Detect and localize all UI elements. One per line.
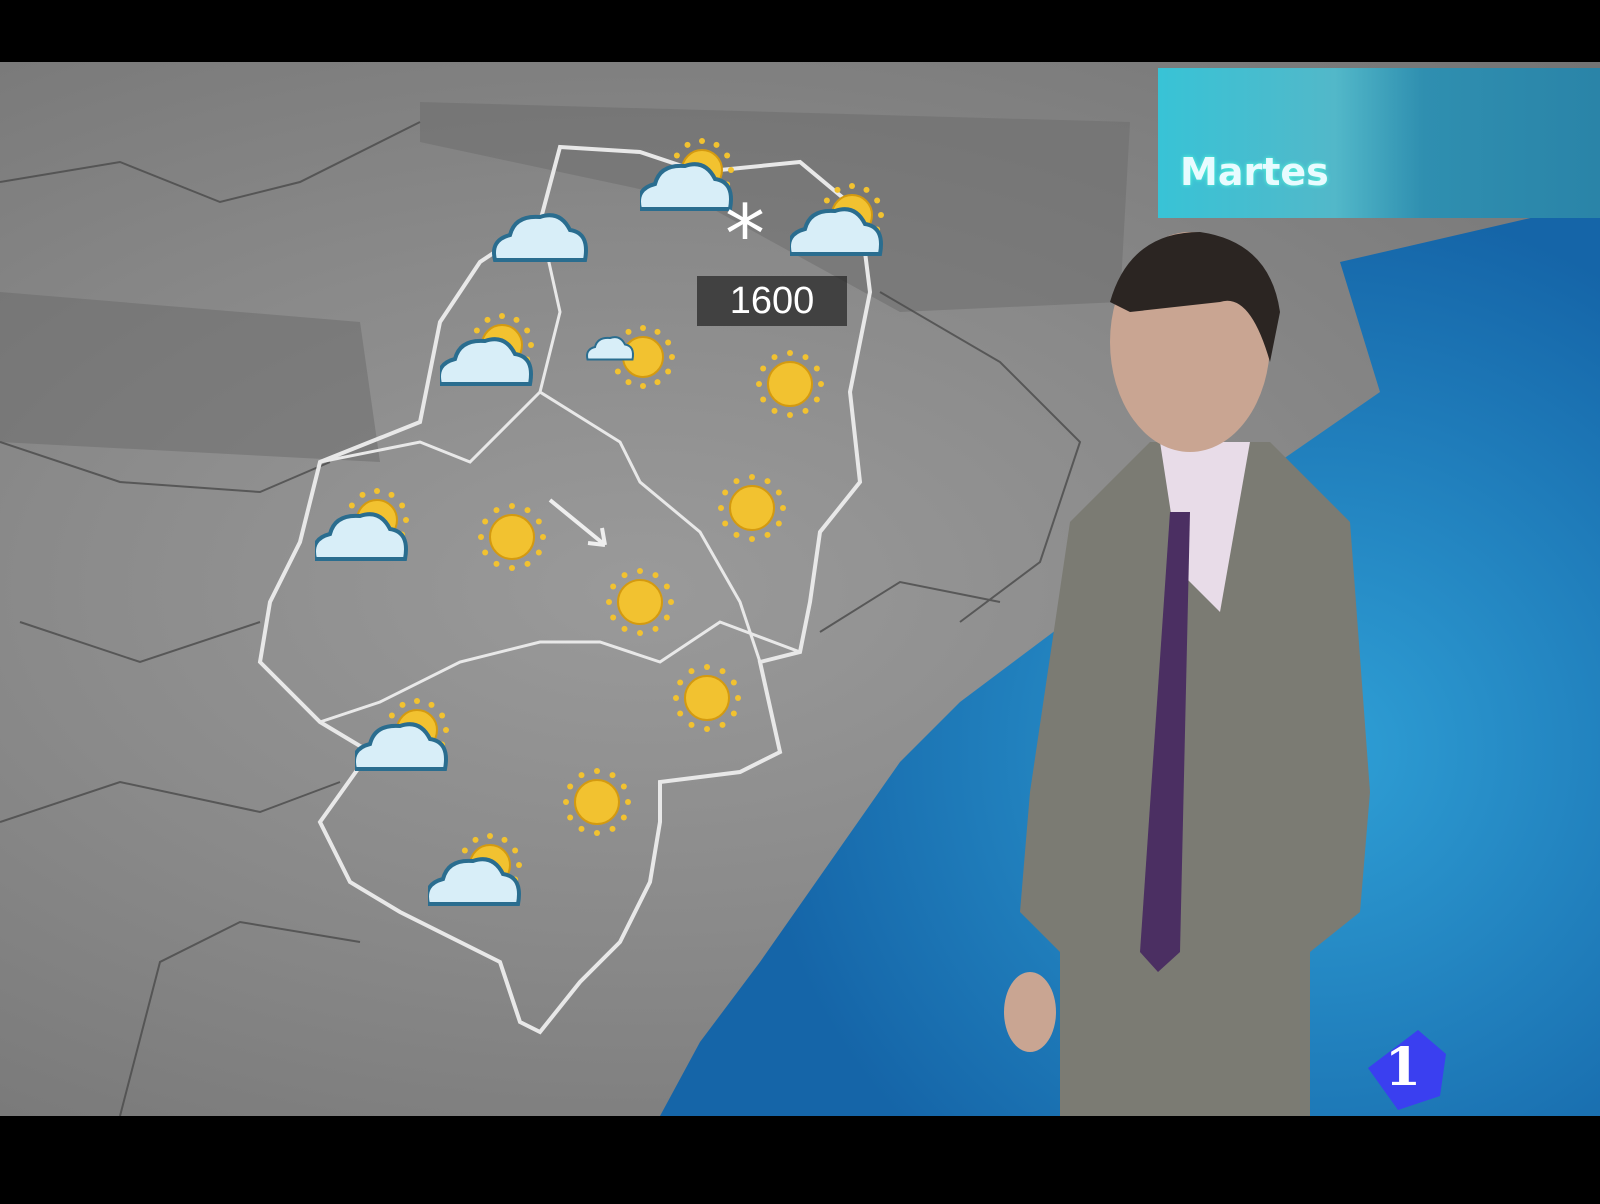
mountains-west [0, 292, 380, 462]
snow-icon: * [695, 187, 795, 291]
mountains-north [420, 102, 1130, 312]
presenter-hand [1004, 972, 1056, 1052]
channel-logo-text: 1 [1384, 1037, 1422, 1098]
sun-behind-cloud-icon [352, 692, 455, 796]
channel-logo: 1 [1358, 1024, 1448, 1112]
sun-behind-cloud-icon [637, 132, 740, 236]
sun-behind-cloud-icon [437, 307, 540, 411]
wind-arrow-icon [530, 470, 630, 574]
snow-level-label: 1600 [697, 276, 847, 326]
sun-icon [702, 458, 802, 562]
cloud-icon [490, 190, 590, 294]
sun-icon [462, 487, 562, 591]
sun-icon [590, 552, 690, 656]
aragon-region-border [257, 144, 873, 1035]
presenter-suit [1020, 442, 1370, 1116]
sun-behind-cloud-icon [425, 827, 528, 931]
day-panel [1158, 68, 1600, 218]
sun-behind-cloud-icon [312, 482, 415, 586]
day-label: Martes [1180, 150, 1329, 194]
presenter-tie [1140, 512, 1190, 972]
sun-behind-small-cloud-icon [585, 307, 685, 411]
presenter-hair [1110, 232, 1280, 362]
weather-map: Martes 1600 * [0, 62, 1600, 1116]
sun-icon [657, 648, 757, 752]
svg-text:*: * [725, 188, 765, 281]
sun-icon [740, 334, 840, 438]
sun-behind-cloud-icon [787, 177, 890, 281]
presenter [1004, 232, 1370, 1116]
sun-icon [547, 752, 647, 856]
